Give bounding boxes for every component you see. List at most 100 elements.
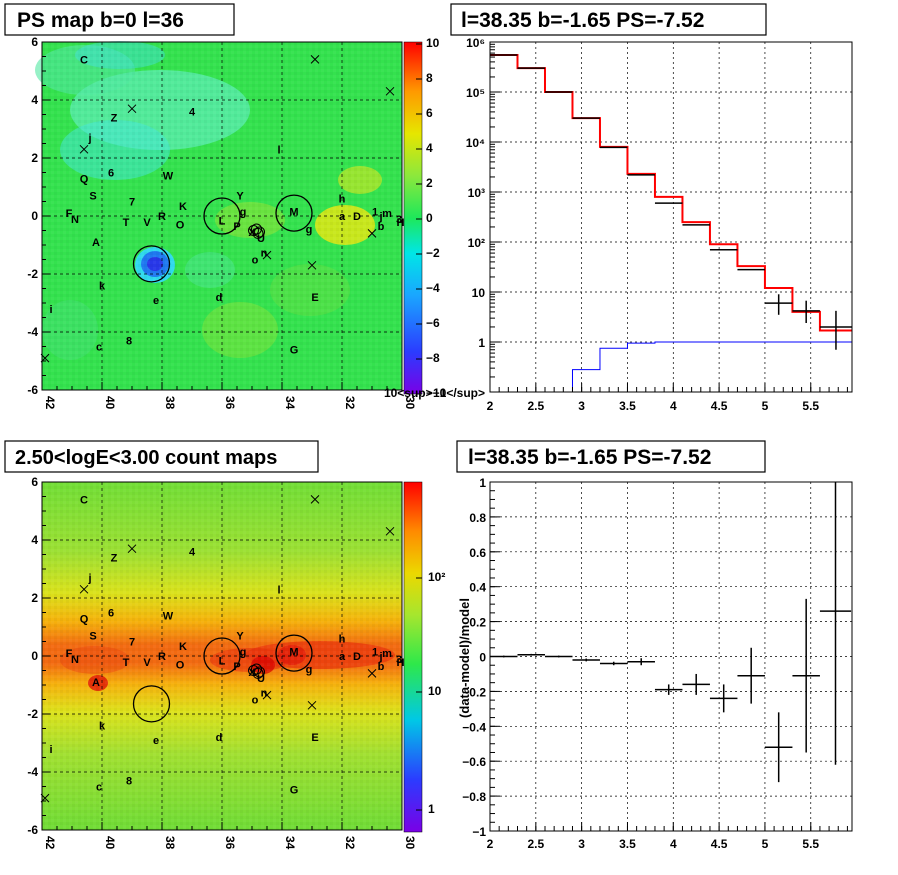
source-label: e	[153, 735, 159, 747]
colorbar-tick-label: −4	[426, 281, 440, 295]
y-tick-label: 10<sup>−1</sup>	[384, 386, 485, 400]
source-cross	[127, 104, 137, 114]
y-tick-label: 0.4	[469, 581, 486, 595]
ps-map-title: PS map b=0 l=36	[17, 9, 184, 32]
source-label: N	[71, 214, 79, 226]
source-label: A	[92, 237, 100, 249]
x-tick-label: 30	[403, 836, 417, 850]
y-tick-label: −0.8	[462, 790, 486, 804]
source-label: Q	[80, 613, 89, 625]
y-tick-label: 10⁴	[466, 136, 485, 150]
spectrum-grid	[490, 42, 852, 392]
colorbar-tick-label: 2	[426, 176, 433, 190]
source-label: H	[397, 217, 405, 229]
source-label: U	[257, 233, 265, 245]
source-cross	[79, 144, 89, 154]
source-label: O	[176, 220, 185, 232]
colorbar-tick-label: 6	[426, 106, 433, 120]
source-label: X	[248, 667, 256, 679]
source-label: 3	[396, 214, 402, 226]
source-label: W	[163, 610, 174, 622]
y-tick-label: 4	[31, 93, 38, 107]
source-cross	[385, 86, 395, 96]
source-label: P	[233, 661, 240, 673]
source-label: N	[71, 654, 79, 666]
source-label: C	[80, 54, 88, 66]
source-label: 7	[129, 637, 135, 649]
x-tick-label: 3	[578, 837, 585, 851]
ps-map-colorbar	[403, 41, 423, 395]
x-tick-label: 32	[343, 396, 357, 410]
source-label: G	[290, 344, 299, 356]
source-label: n	[261, 687, 268, 699]
y-tick-label: −0.2	[462, 685, 486, 699]
y-tick-label: 2	[31, 151, 38, 165]
source-circle-small	[252, 667, 264, 679]
source-label: P	[233, 221, 240, 233]
y-tick-label: 6	[31, 475, 38, 489]
colorbar-tick-label: 10	[426, 36, 440, 50]
residual-panel: 2 2.5 3 3.5 4 4.5 5 5.5 −1 −0.8 −0.6 −0.4 −0.2 0 0.2 0.…	[456, 440, 853, 851]
source-label: b	[378, 661, 385, 673]
source-label: j	[87, 573, 91, 585]
y-tick-label: −1	[472, 825, 486, 839]
residual-axes: 2 2.5 3 3.5 4 4.5 5 5.5 −1 −0.8 −0.6 −0.4 −0.2 0 0.2 0.…	[462, 476, 848, 851]
source-circle	[275, 634, 313, 672]
x-tick-label: 2	[487, 399, 494, 413]
source-label: o	[252, 695, 259, 707]
source-label: O	[176, 660, 185, 672]
count-map-colorbar-ticks: 10² 10 1	[416, 570, 445, 816]
source-label: 7	[129, 197, 135, 209]
source-circle-small	[254, 666, 265, 678]
y-tick-label: 0.2	[469, 616, 486, 630]
x-tick-label: 5.5	[802, 399, 819, 413]
source-label: h	[339, 194, 346, 206]
spectrum-frame	[489, 41, 853, 393]
x-tick-label: 2.5	[527, 837, 544, 851]
source-label: A	[92, 677, 100, 689]
source-label: n	[261, 247, 268, 259]
residual-title: l=38.35 b=-1.65 PS=-7.52	[468, 446, 711, 469]
source-label: a	[339, 211, 346, 223]
count-map-grid	[42, 482, 402, 830]
source-label: D	[353, 211, 361, 223]
colorbar-tick-label: 10	[428, 684, 442, 698]
source-label: Y	[236, 631, 244, 643]
y-tick-label: -4	[27, 765, 38, 779]
source-label: Y	[236, 191, 244, 203]
x-tick-label: 5	[762, 837, 769, 851]
source-label: E	[311, 292, 318, 304]
y-tick-label: -6	[27, 823, 38, 837]
source-label: V	[143, 217, 151, 229]
colorbar-tick-label: 8	[426, 71, 433, 85]
y-tick-label: 0.8	[469, 511, 486, 525]
source-label: 4	[189, 547, 196, 559]
y-tick-label: 10³	[468, 186, 485, 200]
x-tick-label: 4.5	[711, 399, 728, 413]
spectrum-title-box	[450, 3, 767, 36]
x-tick-label: 5	[762, 399, 769, 413]
y-tick-label: 10	[472, 286, 486, 300]
x-tick-label: 40	[103, 836, 117, 850]
source-label: m	[382, 648, 392, 660]
source-label: L	[219, 655, 226, 667]
y-tick-label: −0.4	[462, 720, 486, 734]
source-circle	[203, 197, 241, 235]
ps-map-grid	[42, 42, 402, 390]
source-label: g	[306, 664, 313, 676]
y-tick-label: -2	[27, 707, 38, 721]
source-circle-small	[252, 227, 264, 239]
y-tick-label: 0	[31, 649, 38, 663]
source-label: E	[311, 732, 318, 744]
colorbar-tick-label: 4	[426, 141, 433, 155]
source-label: H	[397, 657, 405, 669]
source-label: k	[99, 281, 106, 293]
spectrum-axes: 2 2.5 3 3.5 4 4.5 5 5.5 10<sup>−1</sup> 1 10 10² 10³…	[384, 36, 848, 413]
y-tick-label: 10⁵	[466, 86, 485, 100]
count-map-title-box	[4, 440, 319, 473]
source-label: T	[123, 657, 130, 669]
colorbar-tick-label: 0	[426, 211, 433, 225]
